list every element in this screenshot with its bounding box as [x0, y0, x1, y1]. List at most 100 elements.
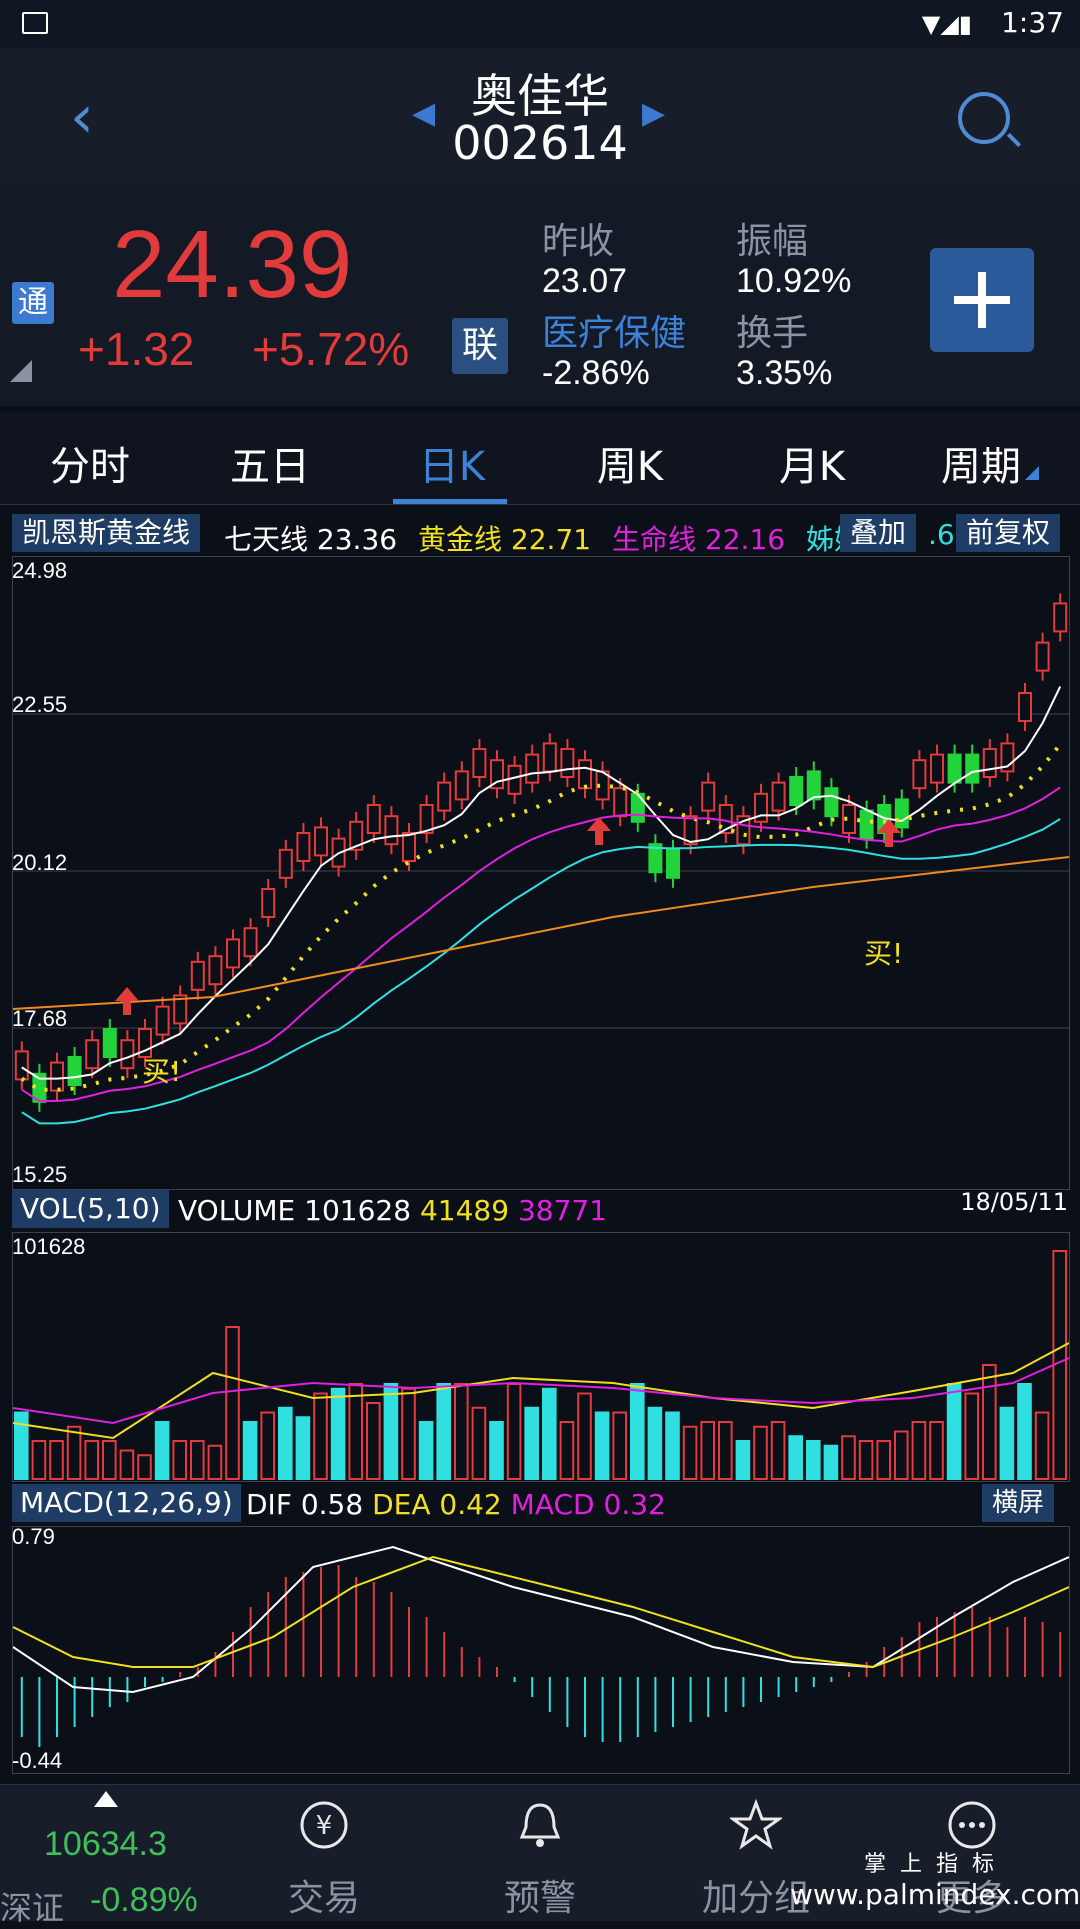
- indicator-selector[interactable]: 凯恩斯黄金线: [12, 514, 201, 552]
- kline-date: 18/05/11: [960, 1188, 1068, 1216]
- stock-header: ‹ ◀ 奥佳华 002614 ▶: [0, 48, 1080, 185]
- volume-bar: [242, 1421, 258, 1480]
- macd-indicator-selector[interactable]: MACD(12,26,9): [12, 1484, 241, 1522]
- macd-chart: [12, 1545, 1070, 1747]
- price-adjust-button[interactable]: 前复权: [956, 514, 1061, 552]
- overlay-button[interactable]: 叠加: [840, 514, 917, 552]
- chart-period-tabs: 分时 五日 日K 周K 月K 周期: [0, 412, 1080, 505]
- volume-bar: [313, 1392, 328, 1480]
- stock-connect-badge[interactable]: 通: [12, 282, 54, 324]
- candle-body: [965, 753, 980, 784]
- volume-bar: [841, 1435, 856, 1480]
- candle-body: [930, 753, 944, 784]
- candle-body: [67, 1056, 82, 1086]
- nav-trade[interactable]: ¥ 交易: [224, 1785, 424, 1921]
- add-favorite-button[interactable]: [930, 248, 1034, 352]
- volume-bar: [383, 1383, 399, 1480]
- prev-stock-icon[interactable]: ◀: [412, 96, 436, 131]
- landscape-button[interactable]: 横屏: [982, 1484, 1055, 1522]
- volume-chart-panel[interactable]: [12, 1232, 1070, 1482]
- volume-bar: [454, 1383, 469, 1480]
- ma-line: [21, 686, 1062, 1080]
- nav-alert[interactable]: 预警: [440, 1785, 640, 1921]
- next-stock-icon[interactable]: ▶: [642, 96, 666, 131]
- candle-body: [278, 848, 293, 879]
- candle-body: [859, 809, 874, 840]
- expand-corner-icon[interactable]: [10, 360, 32, 382]
- candle-body: [366, 804, 381, 834]
- candle-body: [542, 742, 557, 773]
- candle-body: [226, 938, 240, 969]
- volume-bar: [982, 1364, 997, 1480]
- tab-period-label: 周期: [941, 444, 1021, 490]
- volume-bar: [1034, 1411, 1050, 1480]
- volume-bar: [559, 1421, 575, 1480]
- volume-bar: [682, 1425, 698, 1480]
- candle-body: [771, 781, 786, 812]
- tab-weekly-k[interactable]: 周K: [596, 444, 664, 490]
- volume-bar: [31, 1440, 47, 1480]
- volume-bar: [929, 1421, 944, 1480]
- candle-body: [1053, 602, 1068, 633]
- volume-indicator-selector[interactable]: VOL(5,10): [12, 1190, 169, 1228]
- index-name: 深证: [0, 1889, 65, 1927]
- volume-bar: [894, 1430, 909, 1480]
- buy-signal-label: 买!: [142, 1055, 182, 1088]
- kline-axis-top: 24.98: [12, 558, 68, 583]
- back-arrow-icon[interactable]: ‹: [70, 82, 94, 152]
- linked-badge[interactable]: 联: [452, 318, 508, 374]
- nav-more[interactable]: 更多: [872, 1785, 1072, 1921]
- candle-body: [894, 798, 909, 829]
- volume-bar: [911, 1421, 927, 1480]
- nav-add-group[interactable]: 加分组: [656, 1785, 856, 1921]
- candle-body: [261, 888, 276, 918]
- life-line-value: 22.16: [704, 523, 786, 556]
- buy-signal-label-2: 买!: [864, 937, 904, 970]
- dea-label: DEA: [372, 1488, 431, 1521]
- kline-chart-panel[interactable]: [12, 556, 1070, 1190]
- tab-daily-k[interactable]: 日K: [418, 444, 486, 490]
- volume-ma10: 38771: [517, 1194, 608, 1227]
- buy-arrow: [877, 819, 901, 847]
- svg-text:¥: ¥: [316, 1811, 333, 1841]
- wifi-signal-battery-icon: ▼◢▮: [921, 10, 972, 38]
- volume-bar: [770, 1421, 786, 1480]
- volume-bar: [630, 1383, 645, 1480]
- prev-close-label: 昨收: [542, 221, 615, 262]
- tab-period[interactable]: 周期: [920, 434, 1060, 492]
- search-icon[interactable]: [958, 92, 1010, 144]
- volume-bar: [102, 1440, 117, 1480]
- tab-intraday[interactable]: 分时: [50, 444, 130, 490]
- candle-body: [1018, 692, 1032, 722]
- volume-bar: [506, 1383, 522, 1480]
- tab-monthly-k[interactable]: 月K: [778, 444, 846, 490]
- more-dots-icon: [948, 1801, 996, 1849]
- price-change: +1.32: [78, 323, 195, 375]
- gold-line-value: 22.71: [510, 523, 592, 556]
- active-tab-indicator: [393, 499, 507, 504]
- ma-line: [21, 818, 1061, 1125]
- volume-bar: [735, 1440, 751, 1480]
- trade-yen-icon: ¥: [300, 1801, 348, 1849]
- macd-legend: MACD(12,26,9) DIF 0.58 DEA 0.42 MACD 0.3…: [0, 1482, 1080, 1524]
- watermark-cn: 掌上指标: [864, 1852, 1009, 1877]
- candle-body: [683, 815, 698, 846]
- sector-link[interactable]: 医疗保健: [542, 313, 687, 354]
- dif-value: 0.58: [300, 1488, 364, 1521]
- index-widget[interactable]: 10634.3 深证 -0.89%: [0, 1785, 200, 1927]
- macd-axis-bottom: -0.44: [12, 1748, 63, 1773]
- index-change-pct: -0.89%: [90, 1881, 198, 1919]
- price-change-pct: +5.72%: [252, 323, 410, 375]
- tab-five-day[interactable]: 五日: [230, 444, 310, 490]
- volume-bar: [999, 1406, 1015, 1480]
- candle-body: [666, 848, 680, 879]
- buy-arrow: [587, 817, 611, 845]
- volume-bar: [489, 1421, 504, 1480]
- stock-name: 奥佳华: [471, 69, 609, 123]
- volume-bar: [577, 1392, 592, 1480]
- volume-bar: [66, 1425, 82, 1480]
- dea-line: [12, 1555, 1070, 1669]
- amplitude-value: 10.92%: [736, 262, 852, 300]
- macd-chart-panel[interactable]: [12, 1526, 1070, 1774]
- candle-body: [507, 764, 522, 795]
